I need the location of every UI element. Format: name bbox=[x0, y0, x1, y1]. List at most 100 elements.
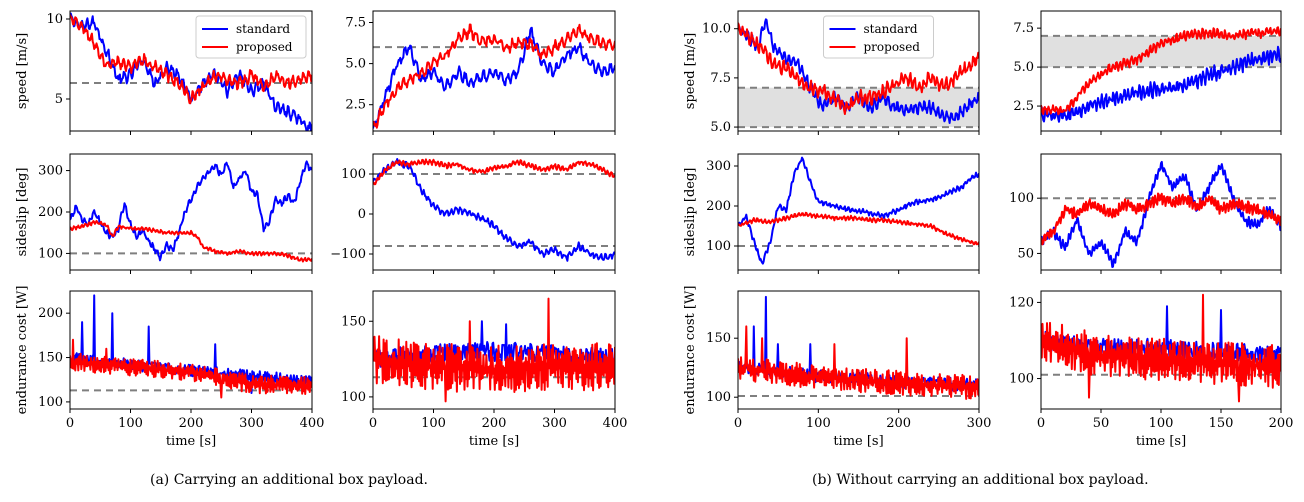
subplot-a-speed-left: 5 10 speed [m/s] standard proposed bbox=[15, 10, 313, 135]
y-tick-label: −100 bbox=[330, 247, 366, 262]
x-axis-label: time [s] bbox=[166, 434, 216, 449]
subplot-b-speed-left: 5.0 7.5 10.0 speed [m/s] standard proposed bbox=[683, 10, 980, 135]
y-axis-label: speed [m/s] bbox=[683, 33, 698, 109]
series-line-proposed bbox=[70, 14, 312, 105]
series-line-standard bbox=[70, 160, 312, 262]
y-axis-label: speed [m/s] bbox=[15, 33, 30, 109]
y-tick-label: 300 bbox=[38, 164, 63, 179]
subplot-b-sideslip-left: 100 200 300 sideslip [deg] bbox=[683, 153, 980, 274]
series-line-standard bbox=[1041, 45, 1281, 123]
x-tick-label: 0 bbox=[1037, 416, 1045, 431]
y-axis-label: endurance cost [W] bbox=[683, 286, 698, 415]
subplot-b-endurance-right: 100 120 0 50 100 150 200 time [s] bbox=[1009, 290, 1294, 449]
series-line-proposed bbox=[738, 325, 979, 400]
x-tick-label: 200 bbox=[1269, 416, 1294, 431]
y-tick-label: 200 bbox=[38, 205, 63, 220]
x-tick-label: 0 bbox=[369, 416, 377, 431]
series-line-proposed bbox=[738, 211, 979, 246]
x-tick-label: 50 bbox=[1093, 416, 1110, 431]
subplot-a-sideslip-left: 100 200 300 sideslip [deg] bbox=[15, 153, 313, 274]
y-tick-label: 7.5 bbox=[710, 71, 731, 86]
y-tick-label: 100 bbox=[341, 167, 366, 182]
series-line-proposed bbox=[738, 22, 979, 115]
x-axis-label: time [s] bbox=[469, 434, 519, 449]
axes-frame bbox=[372, 153, 616, 271]
series-line-proposed bbox=[1041, 192, 1281, 246]
legend-label-proposed: proposed bbox=[236, 40, 293, 54]
axes-frame bbox=[737, 290, 980, 410]
x-tick-label: 400 bbox=[603, 416, 628, 431]
axes-frame bbox=[737, 10, 980, 132]
x-tick-label: 200 bbox=[482, 416, 507, 431]
y-tick-label: 100 bbox=[1009, 191, 1034, 206]
x-tick-label: 150 bbox=[1209, 416, 1234, 431]
y-tick-label: 7.5 bbox=[1013, 21, 1034, 36]
y-tick-label: 300 bbox=[706, 159, 731, 174]
caption-b: (b) Without carrying an additional box p… bbox=[812, 472, 1149, 488]
x-tick-label: 400 bbox=[300, 416, 325, 431]
x-tick-label: 0 bbox=[734, 416, 742, 431]
legend-label-proposed: proposed bbox=[864, 40, 921, 54]
y-tick-label: 150 bbox=[706, 331, 731, 346]
subplot-b-sideslip-right: 50 100 bbox=[1009, 153, 1282, 274]
y-tick-label: 10.0 bbox=[702, 22, 731, 37]
series-line-proposed bbox=[1041, 293, 1281, 403]
y-tick-label: 5.0 bbox=[345, 57, 366, 72]
series-line-standard bbox=[738, 156, 979, 265]
series-line-standard bbox=[373, 158, 615, 262]
y-tick-label: 0 bbox=[358, 207, 366, 222]
y-tick-label: 100 bbox=[38, 395, 63, 410]
y-tick-label: 100 bbox=[706, 239, 731, 254]
series-line-proposed bbox=[373, 297, 615, 403]
y-axis-label: sideslip [deg] bbox=[683, 168, 698, 257]
y-tick-label: 100 bbox=[1009, 372, 1034, 387]
x-tick-label: 0 bbox=[66, 416, 74, 431]
legend-label-standard: standard bbox=[236, 22, 290, 36]
y-tick-label: 50 bbox=[1017, 246, 1034, 261]
subplot-a-speed-right: 2.5 5.0 7.5 bbox=[345, 10, 616, 135]
legend: standard proposed bbox=[195, 15, 307, 59]
axes-frame bbox=[737, 153, 980, 271]
y-tick-label: 100 bbox=[706, 390, 731, 405]
series-line-proposed bbox=[70, 219, 312, 263]
x-axis-label: time [s] bbox=[1136, 434, 1186, 449]
series-line-standard bbox=[373, 26, 615, 129]
subplot-a-sideslip-right: −100 0 100 bbox=[330, 153, 616, 274]
legend: standard proposed bbox=[823, 15, 934, 59]
x-tick-label: 100 bbox=[1149, 416, 1174, 431]
x-tick-label: 100 bbox=[806, 416, 831, 431]
y-tick-label: 5.0 bbox=[710, 120, 731, 135]
y-tick-label: 100 bbox=[341, 390, 366, 405]
y-tick-label: 120 bbox=[1009, 295, 1034, 310]
y-tick-label: 2.5 bbox=[1013, 99, 1034, 114]
x-tick-label: 200 bbox=[179, 416, 204, 431]
x-tick-label: 300 bbox=[542, 416, 567, 431]
y-tick-label: 150 bbox=[341, 314, 366, 329]
y-tick-label: 100 bbox=[38, 246, 63, 261]
series-line-proposed bbox=[373, 158, 615, 186]
y-tick-label: 2.5 bbox=[345, 98, 366, 113]
subplot-b-speed-right: 2.5 5.0 7.5 bbox=[1013, 10, 1282, 135]
caption-a: (a) Carrying an additional box payload. bbox=[150, 472, 428, 488]
series-line-standard bbox=[1041, 160, 1281, 268]
x-tick-label: 300 bbox=[967, 416, 992, 431]
y-tick-label: 200 bbox=[706, 199, 731, 214]
y-tick-label: 10 bbox=[46, 12, 63, 27]
y-axis-label: sideslip [deg] bbox=[15, 168, 30, 257]
y-tick-label: 5.0 bbox=[1013, 60, 1034, 75]
legend-label-standard: standard bbox=[864, 22, 918, 36]
x-tick-label: 100 bbox=[118, 416, 143, 431]
series-line-proposed bbox=[1041, 26, 1281, 116]
x-tick-label: 100 bbox=[421, 416, 446, 431]
y-tick-label: 150 bbox=[38, 351, 63, 366]
x-tick-label: 300 bbox=[239, 416, 264, 431]
series-line-standard bbox=[70, 294, 312, 394]
series-line-proposed bbox=[373, 23, 615, 129]
x-tick-label: 200 bbox=[886, 416, 911, 431]
y-tick-label: 7.5 bbox=[345, 16, 366, 31]
y-axis-label: endurance cost [W] bbox=[15, 286, 30, 415]
